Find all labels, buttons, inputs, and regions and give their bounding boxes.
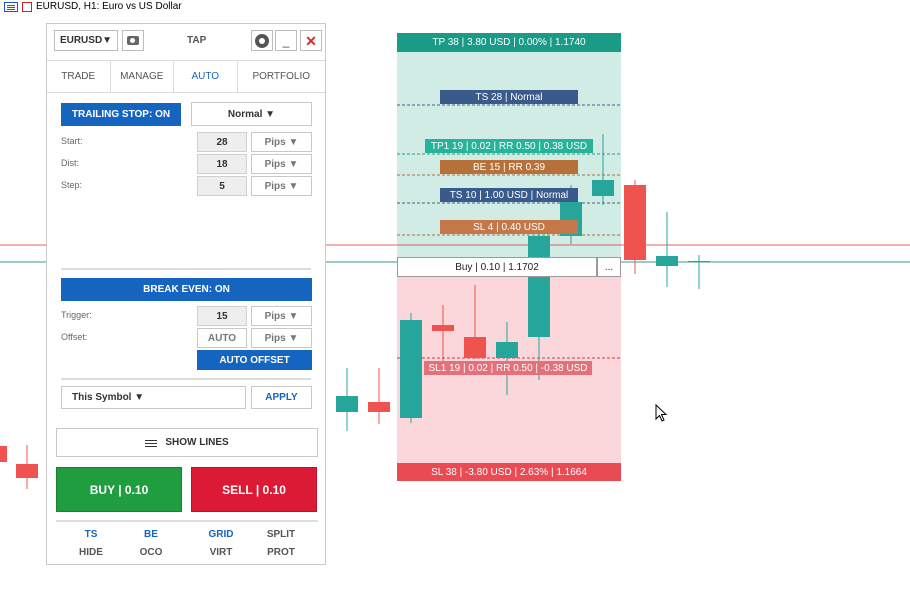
footer-split[interactable]: SPLIT (266, 529, 296, 540)
start-label: Start: (61, 136, 83, 146)
candle-body (464, 337, 486, 358)
chart-title-text: EURUSD, H1: Euro vs US Dollar (36, 1, 182, 12)
candle-body (432, 325, 454, 331)
close-button[interactable]: ✕ (300, 30, 322, 51)
step-label: Step: (61, 180, 83, 190)
trigger-value[interactable]: 15 (197, 306, 247, 326)
footer-ts[interactable]: TS (84, 529, 98, 540)
footer-be[interactable]: BE (144, 529, 158, 540)
sell-button[interactable]: SELL | 0.10 (191, 467, 317, 512)
candle-body (0, 446, 7, 462)
sl1-tag[interactable]: SL1 19 | 0.02 | RR 0.50 | -0.38 USD (424, 361, 592, 375)
tp-level-bar[interactable]: TP 38 | 3.80 USD | 0.00% | 1.1740 (397, 33, 621, 52)
candle-body (336, 396, 358, 412)
panel-tabs: TRADE MANAGE AUTO PORTFOLIO (47, 60, 325, 93)
apply-button[interactable]: APPLY (251, 386, 312, 409)
offset-value[interactable]: AUTO (197, 328, 247, 348)
tap-panel: EURUSD▼ TAP _ ✕ TRADE MANAGE AUTO PORTFO… (46, 23, 326, 565)
candle-body (368, 402, 390, 412)
scope-select[interactable]: This Symbol ▼ (61, 386, 246, 409)
offset-label: Offset: (61, 332, 88, 342)
sliders-icon (145, 438, 158, 448)
candle-body (624, 185, 646, 260)
gear-icon (256, 34, 268, 47)
footer-hide[interactable]: HIDE (79, 547, 103, 558)
tp1-tag[interactable]: TP1 19 | 0.02 | RR 0.50 | 0.38 USD (425, 139, 593, 153)
candle-body (688, 261, 710, 262)
ts10-tag[interactable]: TS 10 | 1.00 USD | Normal (440, 188, 578, 202)
trigger-unit-select[interactable]: Pips ▼ (251, 306, 312, 326)
trigger-label: Trigger: (61, 310, 92, 320)
candle-body (592, 180, 614, 196)
tab-trade[interactable]: TRADE (47, 61, 111, 92)
close-icon: ✕ (305, 32, 317, 49)
footer-virt[interactable]: VIRT (209, 547, 233, 558)
footer-oco[interactable]: OCO (139, 547, 163, 558)
ts28-tag[interactable]: TS 28 | Normal (440, 90, 578, 104)
trailing-stop-toggle[interactable]: TRAILING STOP: ON (61, 103, 181, 126)
divider (61, 378, 311, 380)
break-even-toggle[interactable]: BREAK EVEN: ON (61, 278, 312, 301)
candles (0, 134, 710, 489)
trailing-mode-select[interactable]: Normal ▼ (191, 102, 312, 126)
panel-title: TAP (187, 35, 207, 46)
symbol-select-button[interactable]: EURUSD▼ (54, 30, 118, 51)
chart-list-icon[interactable] (4, 1, 18, 12)
buy-position-tag[interactable]: Buy | 0.10 | 1.1702 (397, 257, 597, 277)
dist-unit-select[interactable]: Pips ▼ (251, 154, 312, 174)
chart-window-icon[interactable] (22, 1, 32, 12)
chart-title: EURUSD, H1: Euro vs US Dollar (4, 1, 182, 12)
be15-tag[interactable]: BE 15 | RR 0.39 (440, 160, 578, 174)
start-value[interactable]: 28 (197, 132, 247, 152)
mouse-cursor-icon (655, 404, 668, 422)
step-value[interactable]: 5 (197, 176, 247, 196)
settings-button[interactable] (251, 30, 273, 51)
tab-portfolio[interactable]: PORTFOLIO (252, 71, 311, 82)
auto-offset-button[interactable]: AUTO OFFSET (197, 350, 312, 370)
screenshot-button[interactable] (122, 30, 144, 51)
show-lines-button[interactable]: SHOW LINES (56, 428, 318, 457)
candle-body (400, 320, 422, 418)
divider (56, 520, 318, 522)
minimize-button[interactable]: _ (275, 30, 297, 51)
tab-manage[interactable]: MANAGE (111, 61, 174, 92)
dist-label: Dist: (61, 158, 79, 168)
show-lines-label: SHOW LINES (165, 437, 229, 448)
candle-body (656, 256, 678, 266)
footer-grid[interactable]: GRID (208, 529, 234, 540)
panel-header: EURUSD▼ TAP _ ✕ (47, 24, 325, 60)
dist-value[interactable]: 18 (197, 154, 247, 174)
buy-button[interactable]: BUY | 0.10 (56, 467, 182, 512)
offset-unit-select[interactable]: Pips ▼ (251, 328, 312, 348)
footer-prot[interactable]: PROT (267, 547, 295, 558)
candle-body (16, 464, 38, 478)
candle-body (496, 342, 518, 358)
sl-level-bar[interactable]: SL 38 | -3.80 USD | 2.63% | 1.1664 (397, 463, 621, 481)
sl4-tag[interactable]: SL 4 | 0.40 USD (440, 220, 578, 234)
candle-body (528, 236, 550, 337)
camera-icon (127, 36, 139, 45)
tab-auto[interactable]: AUTO (174, 61, 238, 92)
start-unit-select[interactable]: Pips ▼ (251, 132, 312, 152)
divider (61, 268, 311, 270)
position-menu-button[interactable]: ... (597, 257, 621, 277)
step-unit-select[interactable]: Pips ▼ (251, 176, 312, 196)
